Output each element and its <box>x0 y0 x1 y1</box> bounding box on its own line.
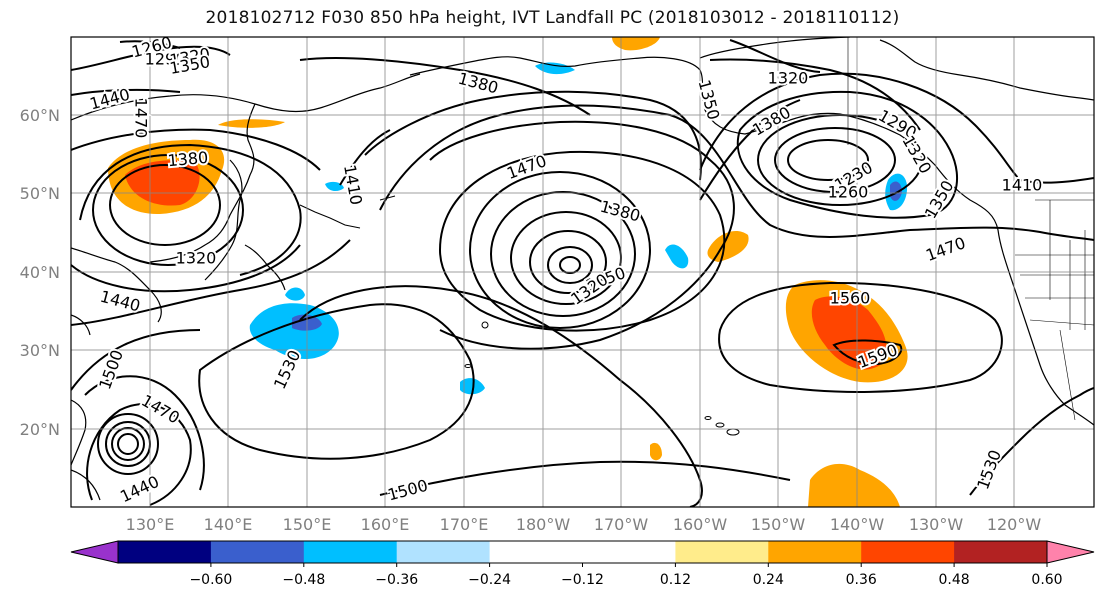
colorbar-tick-label: 0.12 <box>660 572 691 588</box>
contour-label: 1380 <box>167 148 209 170</box>
contour-label: 1470 <box>132 98 151 139</box>
lon-label: 180°W <box>516 515 571 534</box>
contour-label: 1320 <box>176 249 217 268</box>
longitude-labels: 130°E 140°E 150°E 160°E 170°E 180°W 170°… <box>126 515 1042 534</box>
colorbar-tick-label: −0.36 <box>375 572 418 588</box>
colorbar-segment <box>954 541 1048 563</box>
lon-label: 170°E <box>440 515 489 534</box>
coastlines <box>71 37 1094 501</box>
colorbar-segment <box>489 541 583 563</box>
lon-label: 140°E <box>204 515 253 534</box>
gridlines <box>71 37 1094 507</box>
colorbar-extend-low <box>70 540 119 564</box>
map-title: 2018102712 F030 850 hPa height, IVT Land… <box>205 8 900 28</box>
colorbar-segment <box>210 541 305 563</box>
lon-label: 170°W <box>594 515 649 534</box>
lon-label: 150°E <box>283 515 332 534</box>
colorbar-tick-label: 0.24 <box>753 572 784 588</box>
lon-label: 160°W <box>673 515 728 534</box>
lat-label: 40°N <box>20 263 60 282</box>
ivt-negative-shading <box>249 62 908 395</box>
lat-label: 60°N <box>20 106 60 125</box>
lat-label: 50°N <box>20 184 60 203</box>
colorbar-tick-label: −0.12 <box>561 572 604 588</box>
colorbar-ticks: −0.60 −0.48 −0.36 −0.24 −0.12 0.12 0.24 0.36 0.4… <box>189 563 1063 588</box>
lat-label: 30°N <box>20 341 60 360</box>
lon-label: 160°E <box>361 515 410 534</box>
colorbar-tick-label: −0.60 <box>189 572 232 588</box>
colorbar-segment <box>396 541 491 563</box>
contour-label: 1260 <box>828 183 869 202</box>
colorbar-extend-high <box>1046 540 1095 564</box>
colorbar-segment <box>303 541 398 563</box>
contour-label: 1560 <box>830 289 871 308</box>
latitude-labels: 60°N 50°N 40°N 30°N 20°N <box>20 106 60 439</box>
colorbar-segment <box>768 541 862 563</box>
lon-label: 140°W <box>830 515 885 534</box>
contour-label: 1290 <box>145 50 186 69</box>
lon-label: 130°E <box>126 515 175 534</box>
map-frame <box>70 36 1095 508</box>
lon-label: 130°W <box>909 515 964 534</box>
colorbar-tick-label: −0.48 <box>282 572 325 588</box>
colorbar <box>70 540 1095 564</box>
lon-label: 120°W <box>987 515 1042 534</box>
colorbar-segment <box>118 541 212 563</box>
colorbar-segment <box>675 541 769 563</box>
contour-label: 1320 <box>768 69 809 88</box>
colorbar-tick-label: 0.60 <box>1031 572 1062 588</box>
colorbar-segment <box>861 541 955 563</box>
colorbar-tick-label: 0.36 <box>846 572 877 588</box>
colorbar-tick-label: 0.48 <box>939 572 970 588</box>
contour-label: 1410 <box>1002 176 1043 195</box>
lat-label: 20°N <box>20 420 60 439</box>
lon-label: 150°W <box>751 515 806 534</box>
colorbar-segment <box>582 541 676 563</box>
colorbar-tick-label: −0.24 <box>468 572 511 588</box>
